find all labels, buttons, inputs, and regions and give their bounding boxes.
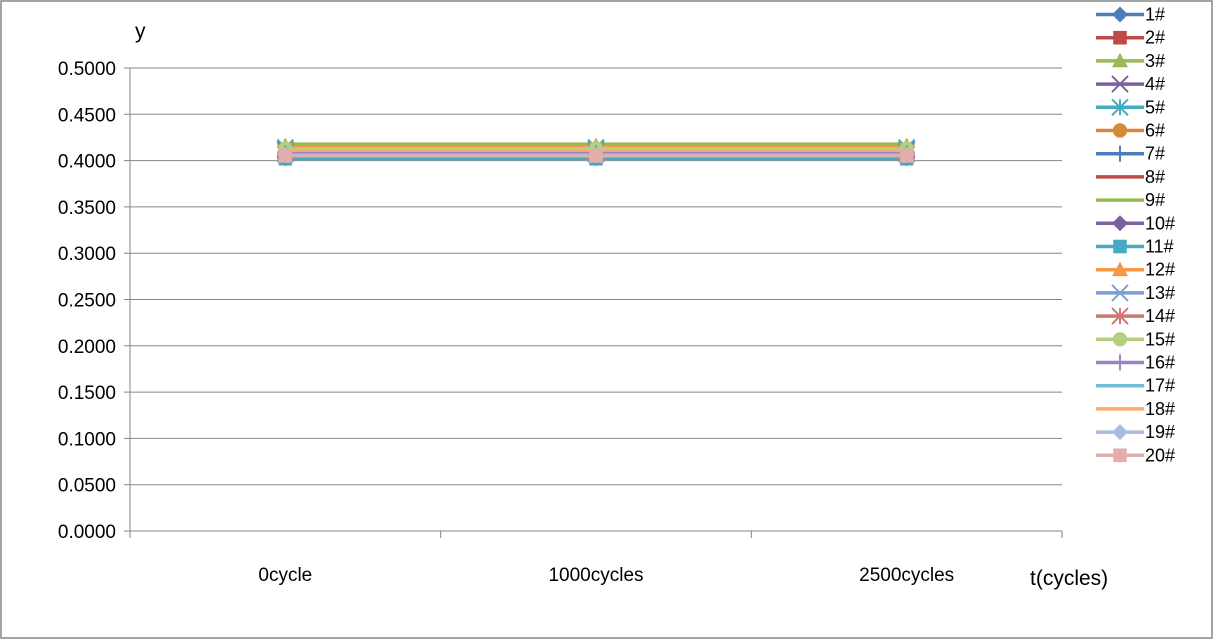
legend-item: 16# xyxy=(1096,353,1175,373)
legend-item: 2# xyxy=(1096,28,1165,48)
x-tick-label: 0cycle xyxy=(258,565,312,586)
legend-label: 12# xyxy=(1145,260,1175,280)
y-tick-label: 0.3000 xyxy=(58,244,116,265)
data-point xyxy=(1113,239,1127,254)
legend-label: 15# xyxy=(1145,329,1175,349)
y-tick-label: 0.4000 xyxy=(58,152,116,173)
legend-item: 18# xyxy=(1096,399,1175,419)
legend-item: 15# xyxy=(1096,329,1175,349)
legend-label: 18# xyxy=(1145,399,1175,419)
legend-label: 6# xyxy=(1145,121,1165,141)
data-point xyxy=(278,149,293,163)
legend-label: 3# xyxy=(1145,51,1165,71)
legend-item: 8# xyxy=(1096,167,1165,187)
legend-label: 7# xyxy=(1145,144,1165,164)
legend-label: 13# xyxy=(1145,283,1175,303)
data-point xyxy=(1112,261,1128,277)
data-point xyxy=(1113,448,1127,463)
legend-label: 1# xyxy=(1145,5,1165,25)
legend-item: 6# xyxy=(1096,121,1165,141)
legend-label: 8# xyxy=(1145,167,1165,187)
legend-label: 11# xyxy=(1145,237,1174,257)
legend-item: 19# xyxy=(1096,422,1175,442)
legend-item: 11# xyxy=(1096,237,1174,257)
y-tick-label: 0.0500 xyxy=(58,476,116,497)
data-point xyxy=(1112,354,1128,371)
x-tick-labels: 0cycle 1000cycles 2500cycles xyxy=(258,565,954,586)
legend-label: 5# xyxy=(1145,97,1165,117)
data-point xyxy=(899,149,914,163)
y-tick-label: 0.1500 xyxy=(58,383,116,404)
data-point xyxy=(1112,123,1128,138)
series-20# xyxy=(278,149,914,163)
legend-label: 14# xyxy=(1145,306,1175,326)
y-tick-labels: 0.0000 0.0500 0.1000 0.1500 0.2000 0.2500 0.30… xyxy=(58,59,116,543)
data-point xyxy=(1112,332,1128,347)
legend-item: 5# xyxy=(1096,97,1165,117)
data-point xyxy=(1112,424,1128,441)
y-tick-label: 0.3500 xyxy=(58,198,116,219)
legend-item: 14# xyxy=(1096,306,1175,326)
legend-item: 3# xyxy=(1096,51,1165,71)
data-point xyxy=(1112,215,1128,232)
y-tick-label: 0.0000 xyxy=(58,522,116,543)
legend-item: 12# xyxy=(1096,260,1175,280)
data-point xyxy=(1112,6,1128,23)
data-point xyxy=(1112,52,1128,68)
data-point xyxy=(589,149,603,163)
legend-label: 19# xyxy=(1145,422,1175,442)
legend-label: 16# xyxy=(1145,353,1175,373)
x-axis-label: t(cycles) xyxy=(1030,567,1108,590)
legend-item: 17# xyxy=(1096,376,1175,396)
data-point xyxy=(1111,284,1129,302)
legend-label: 17# xyxy=(1145,376,1175,396)
legend-label: 2# xyxy=(1145,28,1165,48)
series-lines xyxy=(276,137,916,166)
data-point xyxy=(1112,145,1128,162)
legend: 1# 2# 3# 4# 5# 6# 7# 8# 9# 10# 11# 12# 13# 14# 15# 16# 1… xyxy=(1096,5,1175,465)
legend-item: 7# xyxy=(1096,144,1165,164)
axes xyxy=(124,67,1063,538)
gridlines xyxy=(130,67,1062,486)
x-tick-label: 1000cycles xyxy=(548,565,643,586)
legend-item: 10# xyxy=(1096,213,1175,233)
y-tick-label: 0.2500 xyxy=(58,291,116,312)
data-point xyxy=(1111,75,1129,93)
data-point xyxy=(1111,98,1129,117)
legend-label: 10# xyxy=(1145,213,1175,233)
legend-label: 9# xyxy=(1145,190,1165,210)
y-tick-label: 0.4500 xyxy=(58,105,116,126)
y-tick-label: 0.1000 xyxy=(58,429,116,450)
data-point xyxy=(1111,307,1129,325)
y-tick-label: 0.5000 xyxy=(58,59,116,80)
legend-item: 13# xyxy=(1096,283,1175,303)
legend-label: 20# xyxy=(1145,445,1175,465)
legend-item: 20# xyxy=(1096,445,1175,465)
data-point xyxy=(1113,30,1127,45)
legend-item: 9# xyxy=(1096,190,1165,210)
y-axis-label: y xyxy=(135,20,146,43)
legend-item: 4# xyxy=(1096,74,1165,94)
y-tick-label: 0.2000 xyxy=(58,337,116,358)
legend-item: 1# xyxy=(1096,5,1165,25)
x-tick-label: 2500cycles xyxy=(859,565,954,586)
legend-label: 4# xyxy=(1145,74,1165,94)
